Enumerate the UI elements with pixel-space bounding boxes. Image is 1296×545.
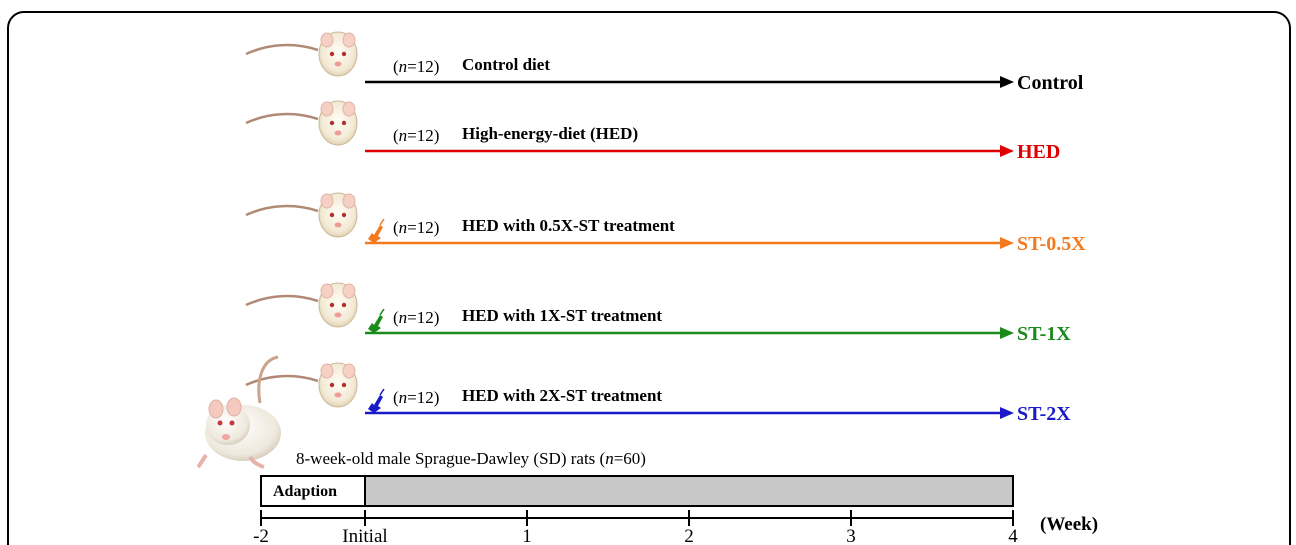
group-diet-label: HED with 0.5X-ST treatment	[462, 216, 675, 235]
rat-head-icon	[245, 31, 358, 77]
outer-frame	[7, 11, 1291, 545]
subjects-description: 8-week-old male Sprague-Dawley (SD) rats…	[296, 449, 646, 468]
group-outcome-label: ST-2X	[1017, 403, 1071, 425]
group-arrow-head	[1000, 407, 1014, 419]
group-sample-size: (n=12)	[393, 57, 439, 76]
group-sample-size: (n=12)	[393, 388, 439, 407]
group-diet-label: High-energy-diet (HED)	[462, 124, 638, 143]
treatment-segment	[364, 475, 1014, 507]
syringe-icon	[368, 218, 385, 243]
time-tick-label: -2	[253, 526, 269, 545]
group-sample-size: (n=12)	[393, 308, 439, 327]
rat-icon	[196, 355, 281, 469]
group-outcome-label: ST-0.5X	[1017, 233, 1086, 255]
group-row: (n=12) HED with 2X-ST treatment ST-2X	[245, 362, 1071, 425]
syringe-icon	[368, 308, 385, 333]
adaption-label: Adaption	[273, 483, 337, 500]
timeline: Adaption -2 Initial 1 2 3 4 (Week)	[253, 475, 1098, 545]
group-arrow-head	[1000, 237, 1014, 249]
adaption-segment	[260, 475, 366, 507]
group-diet-label: HED with 2X-ST treatment	[462, 386, 662, 405]
rat-head-icon	[245, 362, 358, 408]
group-row: (n=12) Control diet Control	[245, 31, 1084, 94]
rat-head-icon	[245, 100, 358, 146]
time-axis-ticks: -2 Initial 1 2 3 4	[253, 510, 1018, 545]
group-outcome-label: HED	[1017, 141, 1060, 163]
time-tick-label: 1	[522, 526, 532, 545]
group-row: (n=12) HED with 1X-ST treatment ST-1X	[245, 282, 1071, 345]
group-arrow-head	[1000, 145, 1014, 157]
time-tick-label: Initial	[342, 526, 387, 545]
group-rows: (n=12) Control diet Control (n=12) High-ener…	[245, 31, 1086, 425]
group-sample-size: (n=12)	[393, 126, 439, 145]
group-row: (n=12) HED with 0.5X-ST treatment ST-0.5X	[245, 192, 1086, 255]
group-outcome-label: Control	[1017, 72, 1084, 94]
group-arrow-head	[1000, 327, 1014, 339]
group-diet-label: Control diet	[462, 55, 550, 74]
group-row: (n=12) High-energy-diet (HED) HED	[245, 100, 1060, 163]
time-axis-unit: (Week)	[1040, 514, 1098, 535]
group-diet-label: HED with 1X-ST treatment	[462, 306, 662, 325]
group-outcome-label: ST-1X	[1017, 323, 1071, 345]
group-arrow-head	[1000, 76, 1014, 88]
time-tick-label: 3	[846, 526, 856, 545]
rat-head-icon	[245, 282, 358, 328]
time-tick-label: 4	[1008, 526, 1018, 545]
time-tick-label: 2	[684, 526, 694, 545]
rat-head-icon	[245, 192, 358, 238]
group-sample-size: (n=12)	[393, 218, 439, 237]
syringe-icon	[368, 388, 385, 413]
